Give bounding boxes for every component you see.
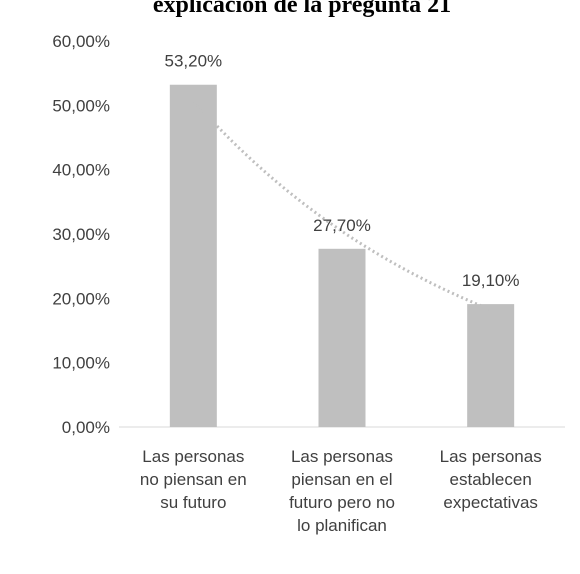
y-tick-label: 10,00% <box>52 354 110 373</box>
y-tick-label: 30,00% <box>52 225 110 244</box>
y-tick-label: 20,00% <box>52 289 110 308</box>
chart-title: explicación de la pregunta 21 <box>153 0 451 18</box>
data-label: 53,20% <box>164 52 222 71</box>
bar <box>467 304 515 427</box>
y-tick-label: 60,00% <box>52 32 110 51</box>
x-tick-label: Las personas establecen expectativas <box>440 447 542 512</box>
data-label: 19,10% <box>462 271 520 290</box>
y-tick-label: 50,00% <box>52 96 110 115</box>
trendline <box>192 99 492 312</box>
bar <box>318 248 366 427</box>
x-tick-label: Las personas piensan en el futuro pero no l… <box>289 447 395 535</box>
y-tick-label: 0,00% <box>62 418 110 437</box>
y-tick-label: 40,00% <box>52 161 110 180</box>
x-tick-label: Las personas no piensan en su futuro <box>140 447 247 512</box>
data-label: 27,70% <box>313 216 371 235</box>
bar <box>169 84 217 427</box>
